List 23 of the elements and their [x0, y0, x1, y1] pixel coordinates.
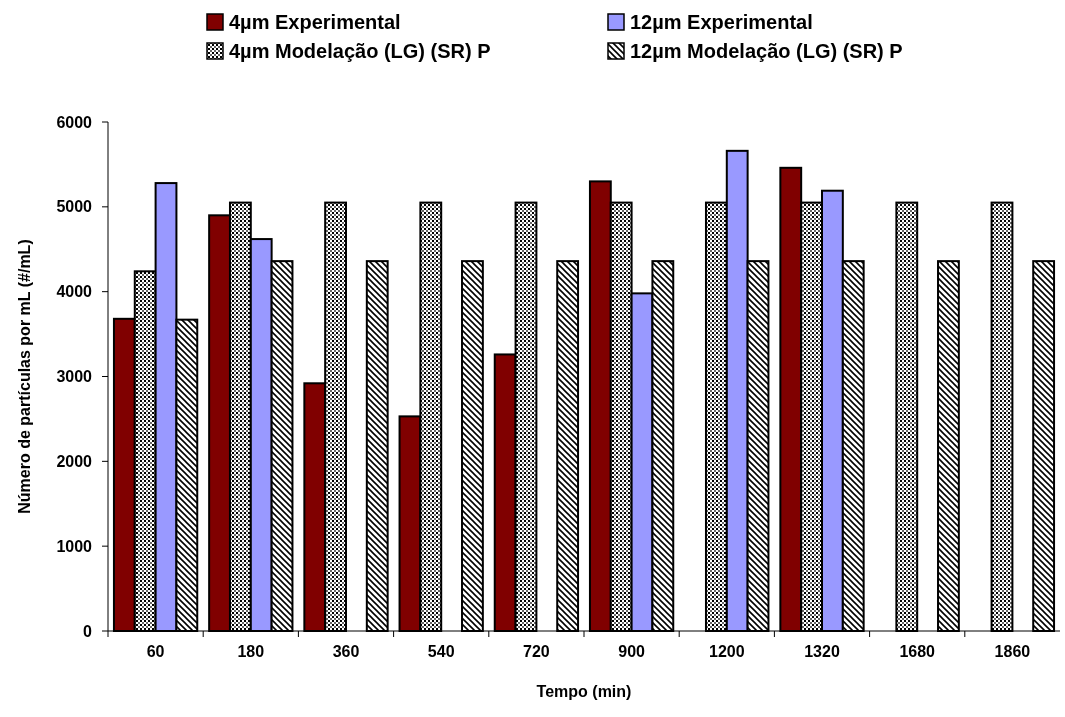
y-tick-label: 3000	[56, 368, 93, 386]
legend-label: 4µm Experimental	[229, 11, 401, 33]
x-axis-title: Tempo (min)	[536, 683, 632, 700]
x-tick-label: 540	[427, 643, 455, 660]
y-tick-label: 4000	[56, 283, 93, 301]
legend-label: 12µm Experimental	[630, 11, 813, 33]
x-tick-label: 1860	[994, 643, 1031, 660]
y-tick-label: 0	[83, 622, 93, 640]
x-tick-label: 360	[332, 643, 360, 660]
y-axis-title: Número de partículas por mL (#/mL)	[16, 239, 33, 514]
x-tick-label: 1200	[709, 643, 745, 660]
y-tick-label: 6000	[56, 113, 93, 131]
legend-label: 4µm Modelação (LG) (SR) P	[229, 40, 491, 62]
y-tick-label: 5000	[56, 198, 93, 216]
x-tick-label: 60	[146, 643, 165, 660]
x-tick-label: 720	[523, 643, 550, 660]
legend-label: 12µm Modelação (LG) (SR) P	[630, 40, 903, 62]
x-tick-label: 1320	[804, 643, 840, 660]
x-tick-label: 180	[237, 643, 265, 660]
x-tick-label: 900	[618, 643, 646, 660]
y-tick-label: 2000	[56, 452, 93, 470]
y-tick-label: 1000	[56, 537, 93, 555]
x-tick-label: 1680	[899, 643, 936, 660]
